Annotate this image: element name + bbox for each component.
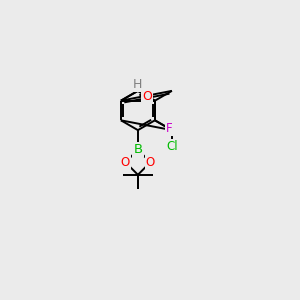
Text: O: O [146,156,155,169]
Text: Cl: Cl [166,140,178,153]
Text: H: H [133,78,142,91]
Text: O: O [121,156,130,169]
Text: B: B [133,143,142,156]
Text: O: O [142,90,152,103]
Text: F: F [166,122,173,135]
